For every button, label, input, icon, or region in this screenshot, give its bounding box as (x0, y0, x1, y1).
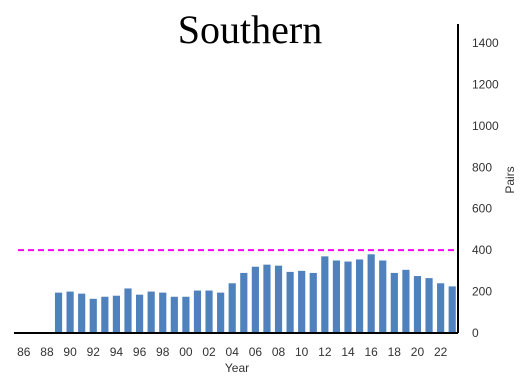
x-tick-label: 20 (411, 345, 425, 359)
x-tick-label: 92 (87, 345, 101, 359)
x-tick-label: 02 (202, 345, 216, 359)
x-tick-label: 96 (133, 345, 147, 359)
bar-23 (448, 286, 456, 333)
bar-19 (402, 269, 410, 333)
bar-07 (263, 264, 271, 333)
x-tick-label: 14 (341, 345, 355, 359)
x-tick-label: 86 (17, 345, 31, 359)
bar-89 (54, 292, 63, 333)
x-tick-label: 88 (40, 345, 54, 359)
bar-91 (78, 293, 86, 333)
bar-09 (286, 271, 294, 333)
bar-03 (217, 292, 225, 333)
chart-title: Southern (178, 7, 322, 52)
x-tick-label: 04 (226, 345, 240, 359)
bar-04 (228, 283, 236, 333)
bar-21 (425, 278, 433, 333)
bar-13 (332, 260, 341, 333)
x-tick-label: 94 (110, 345, 124, 359)
bar-99 (170, 296, 178, 333)
bar-08 (274, 265, 283, 333)
y-tick-label: 1000 (472, 119, 499, 133)
bar-90 (66, 291, 74, 333)
bar-15 (355, 259, 364, 333)
bar-93 (101, 296, 109, 333)
bar-22 (437, 283, 445, 333)
bar-17 (379, 260, 387, 333)
x-tick-label: 10 (295, 345, 309, 359)
x-tick-label: 06 (249, 345, 263, 359)
x-tick-label: 98 (156, 345, 170, 359)
bar-18 (390, 272, 398, 333)
bar-97 (147, 291, 155, 333)
bar-98 (159, 292, 167, 333)
bar-20 (413, 276, 422, 333)
x-tick-label: 18 (388, 345, 402, 359)
bar-14 (344, 261, 352, 333)
y-tick-label: 1200 (472, 77, 499, 91)
x-tick-label: 08 (272, 345, 286, 359)
bar-05 (240, 272, 248, 333)
bar-06 (251, 266, 259, 333)
bar-11 (309, 272, 317, 333)
x-tick-label: 90 (63, 345, 77, 359)
bars-group (54, 254, 456, 333)
y-tick-label: 600 (472, 202, 492, 216)
bar-94 (112, 295, 121, 333)
bar-16 (367, 254, 375, 333)
bar-95 (124, 288, 132, 333)
y-ticks-group: 0 200 400 600 800 1000 1200 1400 (472, 36, 499, 340)
bar-92 (89, 298, 97, 333)
x-tick-label: 00 (179, 345, 193, 359)
x-tick-label: 22 (434, 345, 448, 359)
bar-00 (182, 296, 190, 333)
x-tick-label: 16 (364, 345, 378, 359)
x-axis-label: Year (225, 361, 249, 375)
bar-96 (135, 294, 144, 333)
y-tick-label: 1400 (472, 36, 499, 50)
y-tick-label: 800 (472, 160, 492, 174)
x-tick-label: 12 (318, 345, 332, 359)
bar-02 (205, 290, 213, 333)
y-tick-label: 200 (472, 285, 492, 299)
y-tick-label: 400 (472, 243, 492, 257)
x-ticks-group: 86 88 90 92 94 96 98 00 02 04 06 08 10 12 14 16 18 20 22 (17, 345, 448, 359)
y-axis-label: Pairs (503, 166, 517, 193)
bar-01 (193, 290, 202, 333)
bar-10 (298, 270, 306, 333)
bar-12 (321, 256, 329, 333)
y-tick-label: 0 (472, 326, 479, 340)
